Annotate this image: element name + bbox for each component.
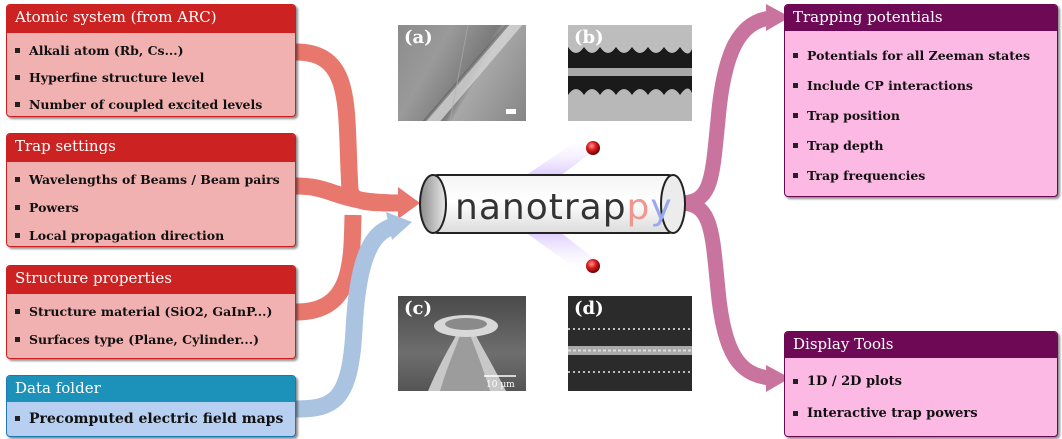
logo-text: nanotrappy bbox=[455, 187, 673, 228]
list-item: Trap depth bbox=[793, 131, 1057, 161]
list-item: 1D / 2D plots bbox=[793, 366, 1057, 398]
image-label-a: (a) bbox=[404, 27, 433, 48]
data-arrow-blue bbox=[295, 217, 398, 418]
microdisk-photo: 10 μm bbox=[428, 315, 516, 391]
output-arrowhead-bottom bbox=[766, 365, 790, 392]
grating-photo bbox=[568, 25, 692, 121]
display-tools-box: Display Tools 1D / 2D plots Interactive … bbox=[784, 331, 1058, 437]
atomic-system-list: Alkali atom (Rb, Cs...) Hyperfine struct… bbox=[7, 33, 295, 116]
data-folder-list: Precomputed electric field maps bbox=[7, 402, 295, 434]
logo-main: nanotrap bbox=[455, 187, 627, 228]
trap-settings-list: Wavelengths of Beams / Beam pairs Powers… bbox=[7, 162, 295, 246]
list-item: Number of coupled excited levels bbox=[15, 91, 295, 116]
list-item: Surfaces type (Plane, Cylinder...) bbox=[15, 326, 295, 354]
glow-bottom bbox=[525, 232, 615, 275]
input-arrowhead-red bbox=[398, 187, 420, 219]
sem-image-d: (d) bbox=[568, 296, 692, 391]
trap-settings-box: Trap settings Wavelengths of Beams / Bea… bbox=[6, 133, 296, 247]
output-arrowhead-top bbox=[766, 4, 790, 31]
list-item: Wavelengths of Beams / Beam pairs bbox=[15, 166, 295, 194]
display-tools-list: 1D / 2D plots Interactive trap powers bbox=[785, 358, 1057, 430]
logo-letter-y: y bbox=[650, 187, 672, 228]
output-arrow-pink bbox=[679, 10, 772, 386]
structure-properties-box: Structure properties Structure material … bbox=[6, 265, 296, 359]
list-item: Include CP interactions bbox=[793, 71, 1057, 101]
data-arrowhead-blue bbox=[386, 212, 412, 240]
list-item: Structure material (SiO2, GaInP...) bbox=[15, 298, 295, 326]
input-arrow-red bbox=[295, 43, 401, 321]
sem-image-b: (b) bbox=[568, 25, 692, 121]
data-folder-title: Data folder bbox=[7, 376, 295, 402]
image-label-b: (b) bbox=[574, 27, 604, 48]
glow-top bbox=[525, 135, 615, 176]
image-label-c: (c) bbox=[404, 298, 432, 319]
structure-properties-list: Structure material (SiO2, GaInP...) Surf… bbox=[7, 294, 295, 354]
sem-image-a: (a) bbox=[398, 25, 526, 121]
waveguide-photo bbox=[568, 328, 692, 373]
list-item: Powers bbox=[15, 194, 295, 222]
nanofiber-tube bbox=[419, 174, 686, 234]
list-item: Alkali atom (Rb, Cs...) bbox=[15, 37, 295, 64]
atomic-system-title: Atomic system (from ARC) bbox=[7, 5, 295, 33]
logo-letter-p: p bbox=[627, 187, 651, 228]
list-item: Trap position bbox=[793, 101, 1057, 131]
scale-bar-label: 10 μm bbox=[486, 380, 515, 390]
list-item: Trap frequencies bbox=[793, 161, 1057, 191]
nanofiber-photo bbox=[422, 25, 523, 121]
trapping-potentials-list: Potentials for all Zeeman states Include… bbox=[785, 31, 1057, 191]
trapping-potentials-box: Trapping potentials Potentials for all Z… bbox=[784, 4, 1058, 197]
sem-image-c: 10 μm (c) bbox=[398, 296, 526, 391]
trapping-potentials-title: Trapping potentials bbox=[785, 5, 1057, 31]
atom-top bbox=[586, 141, 600, 155]
list-item: Precomputed electric field maps bbox=[15, 404, 295, 434]
atom-bottom bbox=[586, 259, 600, 273]
list-item: Local propagation direction bbox=[15, 222, 295, 246]
list-item: Interactive trap powers bbox=[793, 398, 1057, 430]
atomic-system-box: Atomic system (from ARC) Alkali atom (Rb… bbox=[6, 4, 296, 117]
list-item: Potentials for all Zeeman states bbox=[793, 41, 1057, 71]
structure-properties-title: Structure properties bbox=[7, 266, 295, 294]
data-folder-box: Data folder Precomputed electric field m… bbox=[6, 375, 296, 437]
image-label-d: (d) bbox=[574, 298, 604, 319]
list-item: Hyperfine structure level bbox=[15, 64, 295, 91]
trap-settings-title: Trap settings bbox=[7, 134, 295, 162]
display-tools-title: Display Tools bbox=[785, 332, 1057, 358]
